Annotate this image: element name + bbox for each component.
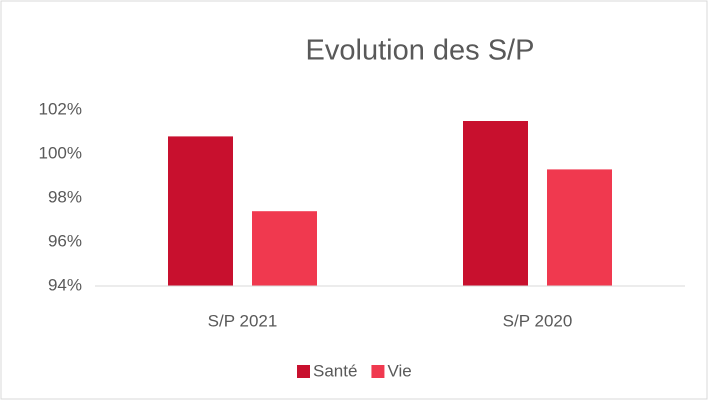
legend-label: Santé [313, 361, 357, 380]
legend-swatch [371, 365, 385, 378]
bar [463, 121, 528, 286]
legend-label: Vie [387, 361, 411, 380]
bar [168, 136, 233, 286]
y-tick-label: 100% [39, 143, 82, 162]
legend-swatch [297, 365, 310, 378]
y-tick-label: 102% [39, 99, 82, 118]
x-tick-label: S/P 2020 [503, 311, 573, 330]
x-tick-label: S/P 2021 [208, 311, 278, 330]
y-tick-label: 94% [48, 275, 82, 294]
y-tick-label: 98% [48, 187, 82, 206]
chart-title: Evolution des S/P [306, 35, 535, 67]
bar [252, 211, 317, 286]
y-tick-label: 96% [48, 231, 82, 250]
bar [547, 169, 612, 286]
